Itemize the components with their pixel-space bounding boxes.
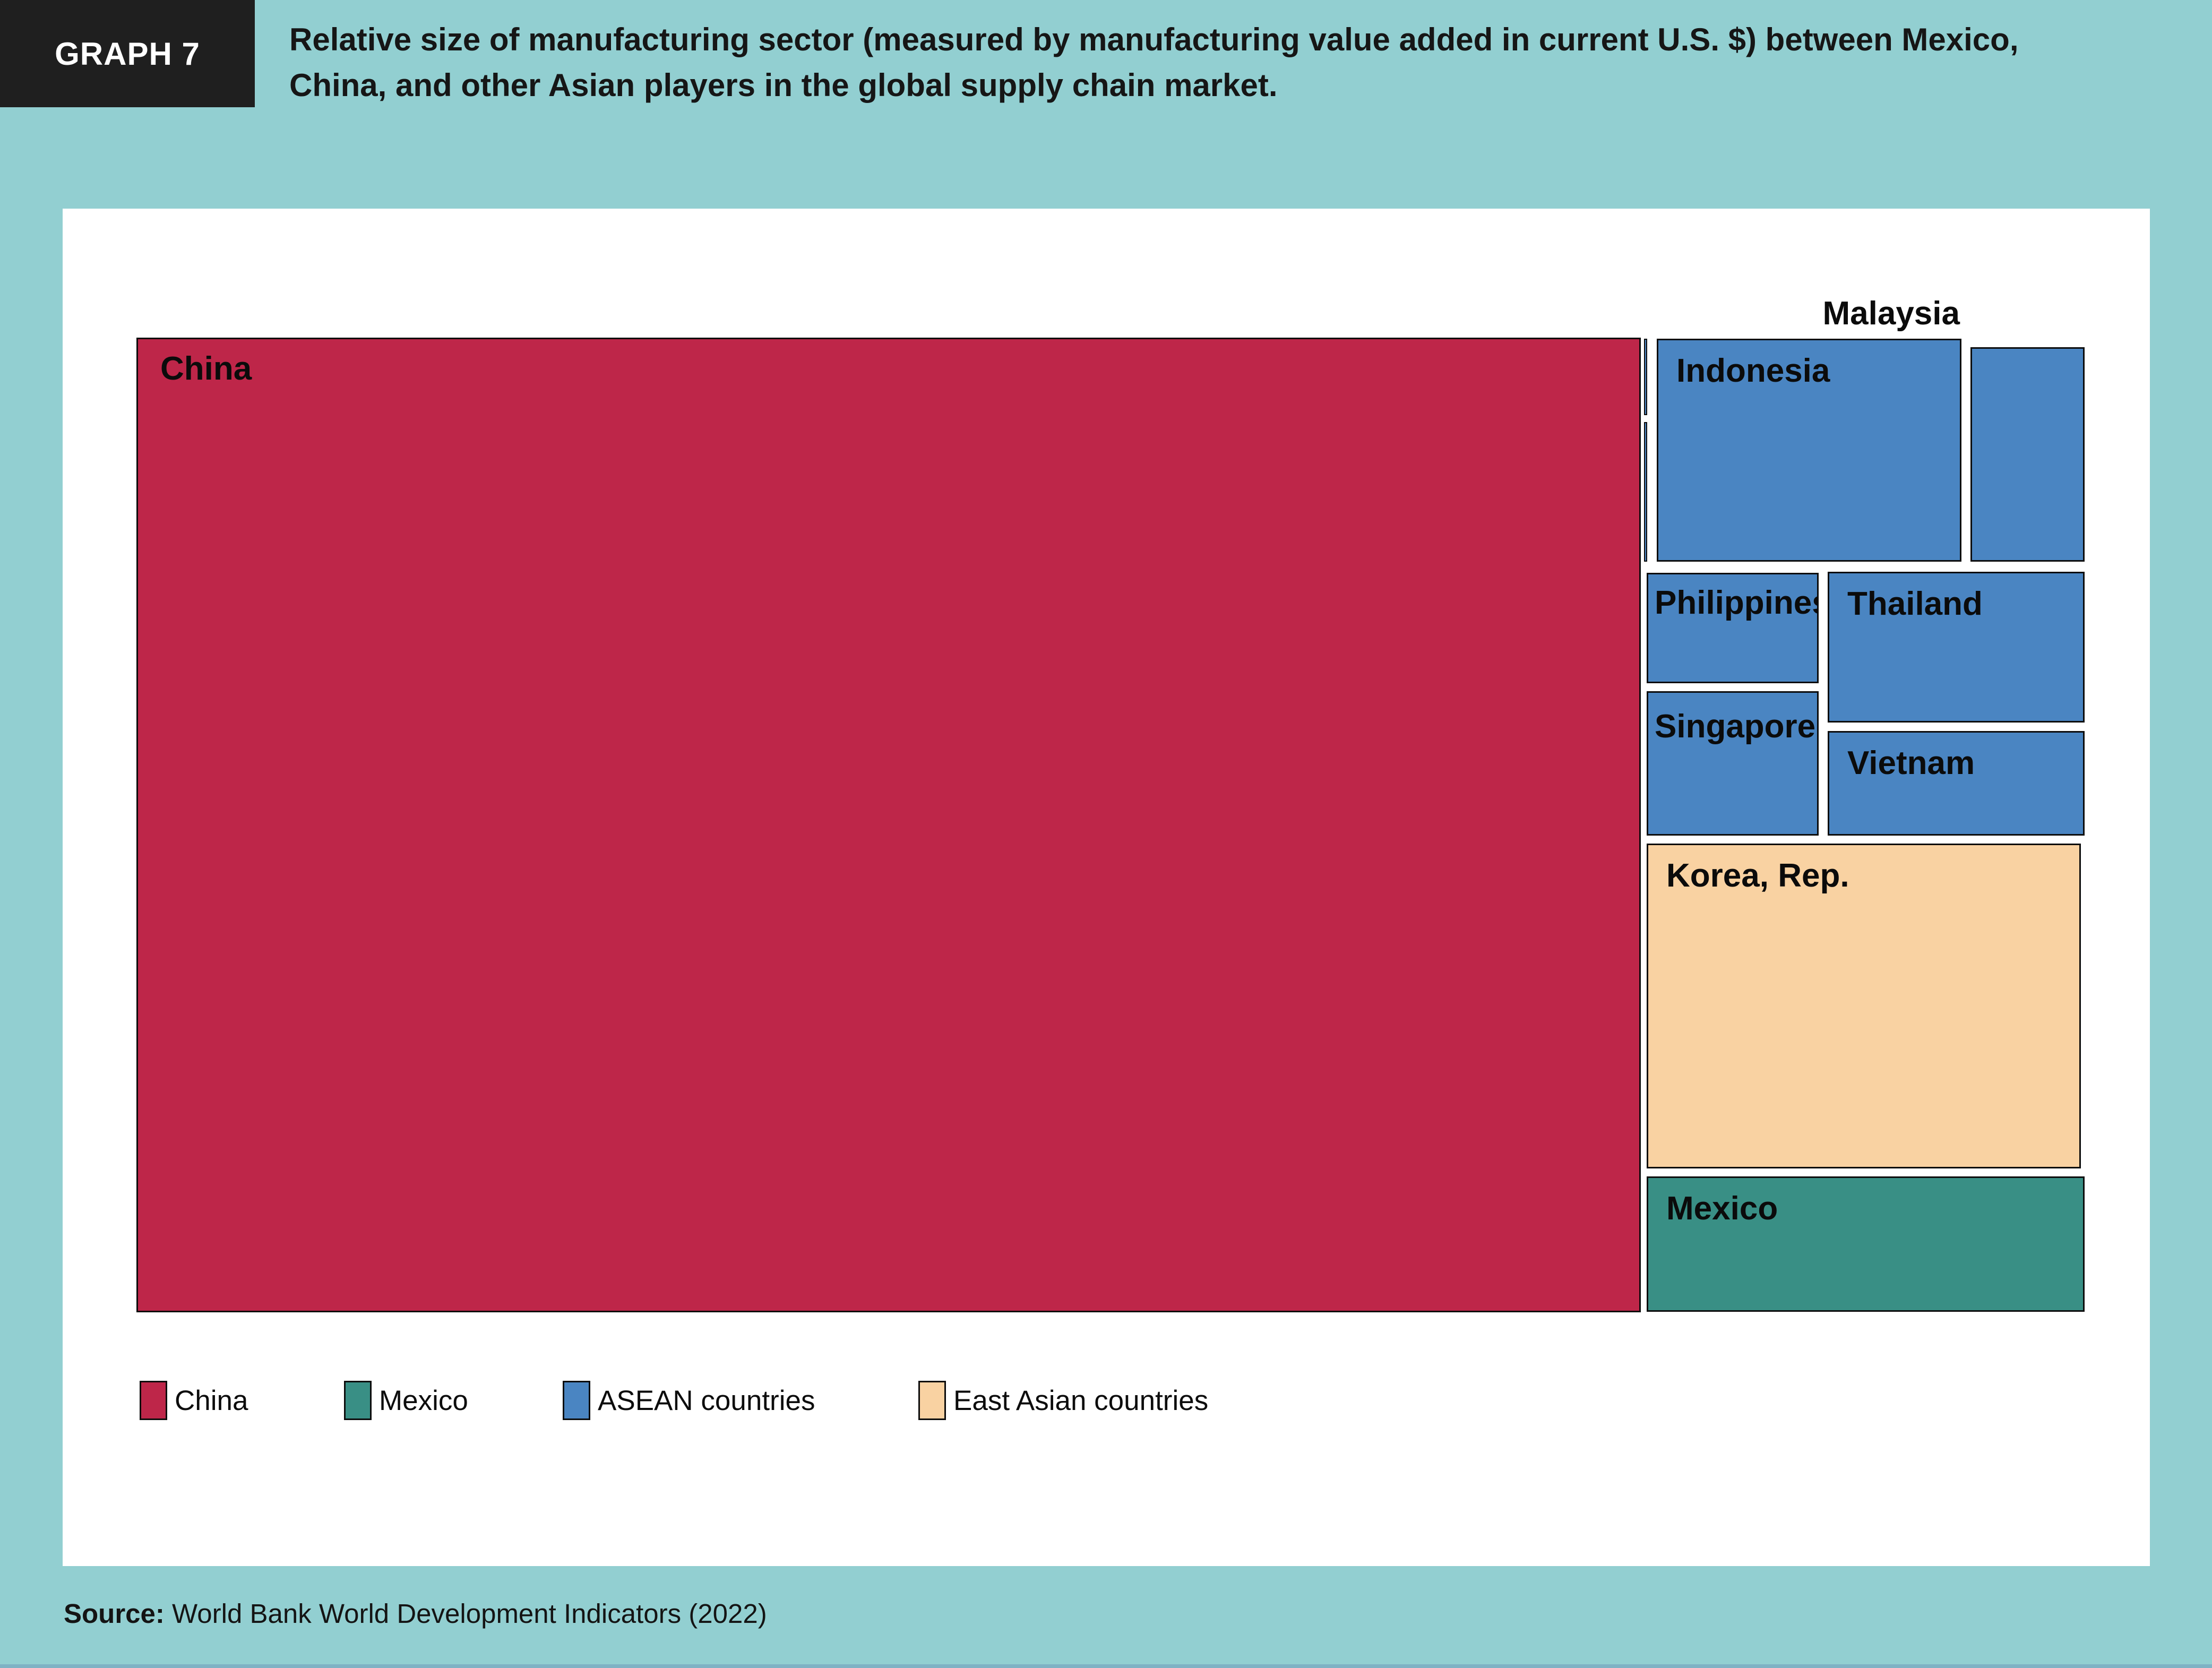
chart-title: Relative size of manufacturing sector (m… [289,17,2184,108]
legend-item-china: China [140,1379,248,1422]
treemap-cell-label: Indonesia [1676,352,1830,389]
treemap-cell-mexico: Mexico [1647,1176,2085,1312]
treemap-cell-china: China [136,338,1641,1312]
legend-label: China [175,1385,248,1416]
legend-swatch-mexico [344,1381,372,1420]
graph-number-label: GRAPH 7 [55,36,200,72]
treemap-cell-malaysia [1970,347,2085,562]
treemap-cell-thailand: Thailand [1828,572,2085,723]
treemap-cell-korea: Korea, Rep. [1647,844,2081,1168]
chart-card: Malaysia China Indonesia Philippines Tha… [63,209,2150,1566]
treemap-cell-tiny-2 [1644,422,1647,562]
source-line: Source: World Bank World Development Ind… [64,1598,767,1629]
treemap-cell-indonesia: Indonesia [1657,339,1961,562]
treemap-cell-label: Vietnam [1847,745,1975,781]
legend-item-asean: ASEAN countries [563,1379,815,1422]
legend-label: ASEAN countries [598,1385,815,1416]
chart-title-line1: Relative size of manufacturing sector (m… [289,22,2019,57]
treemap-cell-singapore: Singapore [1647,691,1819,836]
treemap-cell-philippines: Philippines [1647,573,1819,683]
legend-label: East Asian countries [953,1385,1209,1416]
treemap-cell-label: China [160,350,252,387]
treemap-cell-label: Mexico [1666,1190,1778,1227]
legend-swatch-asean [563,1381,590,1420]
bottom-edge-strip [0,1664,2212,1668]
treemap-cell-label: Singapore [1655,708,1816,745]
source-text: World Bank World Development Indicators … [164,1598,767,1629]
legend-item-east-asian: East Asian countries [918,1379,1208,1422]
legend-item-mexico: Mexico [344,1379,468,1422]
chart-title-line2: China, and other Asian players in the gl… [289,67,1278,103]
legend-swatch-china [140,1381,167,1420]
treemap-cell-label: Korea, Rep. [1666,857,1849,894]
graph-number-badge: GRAPH 7 [0,0,255,107]
legend-swatch-east-asian [918,1381,946,1420]
treemap-label-malaysia: Malaysia [1822,295,1960,332]
treemap-cell-label: Thailand [1847,586,1983,622]
treemap-cell-label: Philippines [1655,584,1817,621]
source-label: Source: [64,1598,165,1629]
treemap-cell-vietnam: Vietnam [1828,731,2085,836]
treemap-cell-tiny-1 [1644,339,1647,415]
legend-label: Mexico [379,1385,468,1416]
